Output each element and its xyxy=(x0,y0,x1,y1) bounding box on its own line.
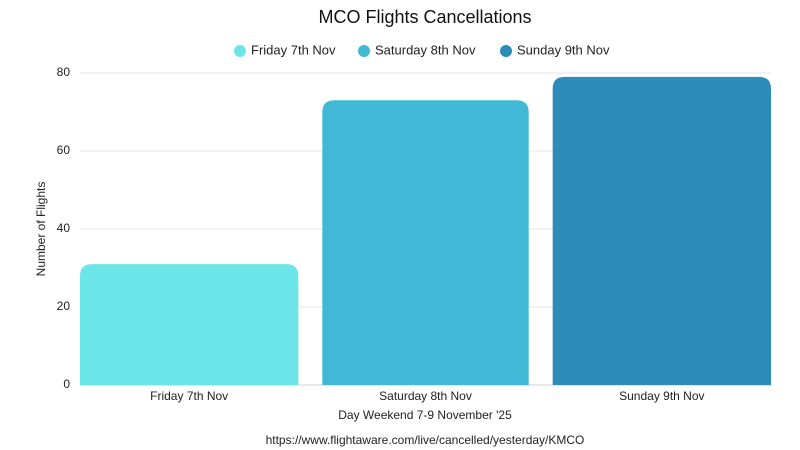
y-tick-label: 80 xyxy=(57,65,71,79)
legend-label: Saturday 8th Nov xyxy=(375,42,476,57)
y-tick-label: 20 xyxy=(57,299,71,313)
source: https://www.flightaware.com/live/cancell… xyxy=(266,433,585,447)
bar xyxy=(80,264,299,385)
x-axis-label: Day Weekend 7-9 November '25 xyxy=(338,408,512,422)
x-tick-label: Friday 7th Nov xyxy=(150,389,228,403)
y-tick-label: 0 xyxy=(63,377,70,391)
legend-marker xyxy=(500,45,512,57)
x-tick-label: Sunday 9th Nov xyxy=(619,389,704,403)
legend-marker xyxy=(358,45,370,57)
chart-title: MCO Flights Cancellations xyxy=(318,7,531,27)
legend-marker xyxy=(234,45,246,57)
legend-label: Friday 7th Nov xyxy=(251,42,336,57)
legend-label: Sunday 9th Nov xyxy=(517,42,610,57)
y-tick-label: 60 xyxy=(57,143,71,157)
x-tick-label: Saturday 8th Nov xyxy=(379,389,472,403)
y-tick-label: 40 xyxy=(57,221,71,235)
bar xyxy=(552,76,771,386)
y-axis-label: Number of Flights xyxy=(34,182,48,277)
bar xyxy=(322,100,529,386)
